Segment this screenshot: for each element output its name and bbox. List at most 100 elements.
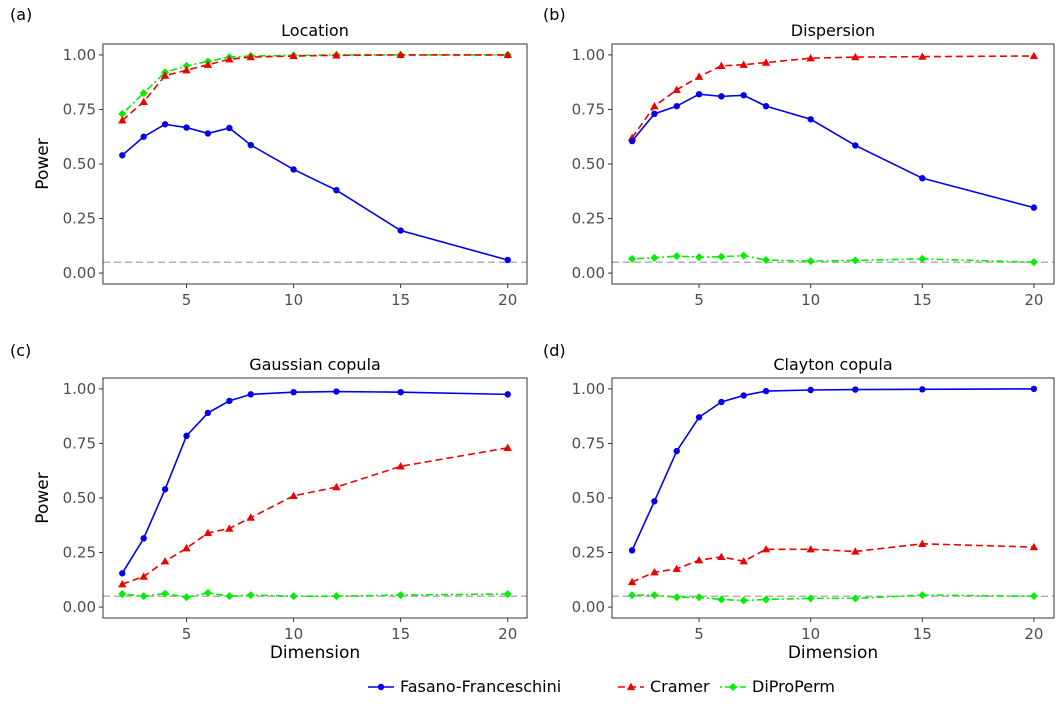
data-point: [762, 256, 771, 264]
x-tick-label: 5: [694, 625, 704, 643]
data-point: [918, 539, 927, 547]
data-point: [717, 595, 726, 604]
data-point: [695, 90, 703, 98]
panel-border: [611, 377, 1055, 619]
legend-key-marker: [729, 683, 737, 691]
y-tick-label: 0.75: [572, 434, 605, 452]
x-tick-label: 10: [284, 625, 303, 643]
panel-title: Gaussian copula: [249, 355, 381, 374]
y-tick-label: 0.50: [572, 155, 605, 173]
series-line: [631, 543, 1034, 583]
series-dpp: [628, 591, 1038, 605]
panel-tag: (a): [10, 5, 32, 24]
data-point: [289, 491, 298, 499]
series-ff: [119, 388, 511, 577]
y-tick-label: 0.25: [572, 210, 605, 228]
series-dpp: [118, 588, 512, 602]
data-point: [204, 409, 212, 417]
series-cramer: [118, 443, 512, 588]
y-tick-label: 0.00: [572, 264, 605, 282]
data-point: [396, 591, 405, 600]
data-point: [247, 391, 254, 398]
data-point: [118, 116, 127, 124]
data-point: [762, 595, 771, 604]
data-point: [226, 397, 233, 405]
data-point: [161, 589, 170, 598]
legend-label: Fasano-Franceschini: [400, 677, 561, 696]
data-point: [694, 72, 704, 80]
data-point: [628, 591, 637, 600]
panel-border: [102, 377, 528, 619]
data-point: [139, 572, 148, 580]
panel-4: (d) Clayton copula 0.00 0.25 0.50 0.75 1.00 5 10…: [543, 341, 1055, 663]
data-point: [695, 414, 703, 421]
x-tick-label: 10: [801, 291, 820, 309]
data-point: [651, 110, 658, 118]
data-point: [1029, 542, 1039, 551]
data-point: [851, 547, 860, 555]
y-tick-label: 0.75: [63, 434, 96, 452]
data-point: [650, 253, 659, 262]
legend-key-marker: [377, 683, 385, 691]
data-point: [717, 252, 726, 261]
data-point: [246, 591, 255, 600]
data-point: [290, 166, 297, 173]
data-point: [673, 447, 680, 455]
data-point: [332, 592, 341, 601]
data-point: [807, 116, 814, 123]
series-line: [122, 447, 508, 585]
data-point: [650, 101, 659, 110]
data-point: [806, 594, 815, 603]
y-tick-label: 0.50: [63, 155, 96, 173]
data-point: [852, 386, 859, 393]
x-tick-label: 10: [284, 291, 303, 309]
data-point: [650, 567, 659, 576]
data-point: [161, 121, 169, 128]
x-axis-title: Dimension: [788, 643, 878, 663]
series-line: [632, 254, 1034, 263]
data-point: [673, 102, 680, 110]
data-point: [289, 592, 298, 601]
data-point: [397, 388, 404, 396]
data-point: [807, 386, 814, 394]
panel-tag: (c): [10, 341, 31, 360]
data-point: [182, 61, 191, 70]
y-tick-label: 0.50: [63, 489, 96, 507]
data-point: [717, 61, 726, 69]
x-tick-label: 15: [913, 625, 932, 643]
series-line: [631, 55, 1034, 139]
data-point: [1029, 592, 1038, 601]
data-point: [672, 593, 681, 602]
data-point: [739, 251, 748, 260]
legend-item-ff: Fasano-Franceschini: [368, 677, 561, 696]
y-axis-title: Power: [33, 138, 53, 189]
y-tick-label: 0.75: [63, 100, 96, 118]
data-point: [161, 486, 169, 493]
panel-title: Dispersion: [791, 21, 875, 40]
data-point: [762, 387, 770, 395]
data-point: [806, 257, 815, 266]
data-point: [140, 535, 147, 542]
data-point: [627, 577, 637, 586]
data-point: [739, 557, 748, 565]
y-tick-label: 0.75: [572, 100, 605, 118]
series-line: [121, 390, 508, 574]
data-point: [762, 102, 770, 110]
data-point: [851, 52, 860, 61]
data-point: [246, 52, 255, 61]
y-tick-label: 0.25: [63, 544, 96, 562]
data-point: [504, 391, 511, 398]
data-point: [851, 256, 860, 265]
data-point: [852, 142, 859, 149]
data-point: [225, 55, 234, 63]
series-line: [121, 54, 508, 115]
data-point: [672, 85, 681, 93]
data-point: [289, 51, 298, 60]
data-point: [203, 588, 212, 597]
data-point: [651, 498, 658, 505]
data-point: [119, 152, 126, 159]
data-point: [672, 564, 681, 573]
data-point: [695, 253, 704, 262]
data-point: [694, 555, 704, 564]
